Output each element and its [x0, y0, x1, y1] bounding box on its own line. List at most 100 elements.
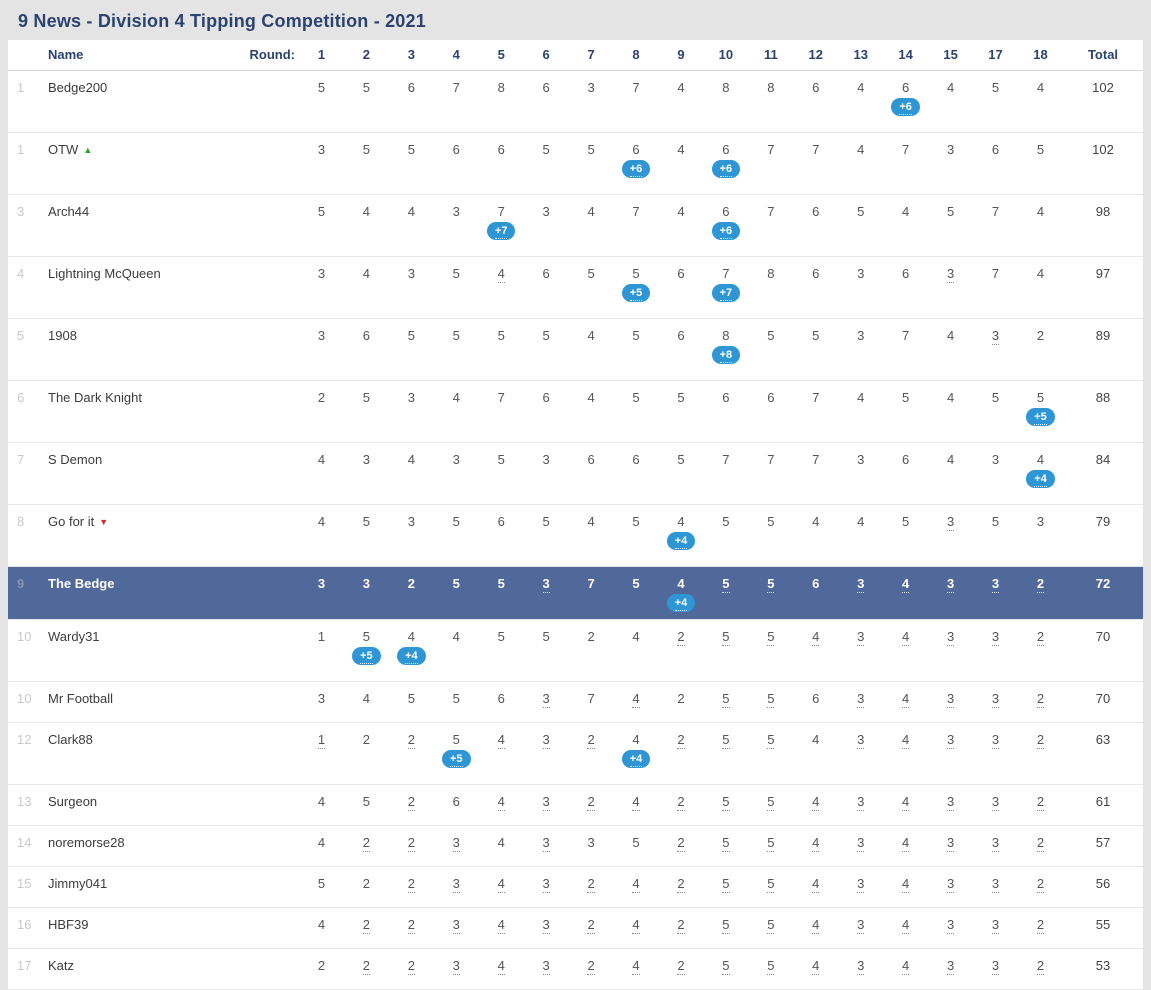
- score-value[interactable]: 2: [587, 732, 595, 749]
- score-value[interactable]: 2: [677, 794, 685, 811]
- score-value[interactable]: 3: [946, 514, 955, 531]
- score-value[interactable]: 2: [1036, 876, 1045, 893]
- score-value[interactable]: 4: [902, 958, 910, 975]
- score-value[interactable]: 3: [946, 958, 955, 975]
- score-value[interactable]: 3: [991, 876, 1000, 893]
- score-value[interactable]: 4: [812, 958, 820, 975]
- score-value[interactable]: 3: [857, 876, 865, 893]
- score-value[interactable]: 5: [767, 576, 775, 593]
- score-value[interactable]: 3: [946, 732, 955, 749]
- score-value[interactable]: 2: [587, 917, 595, 934]
- bonus-badge[interactable]: +6: [711, 160, 741, 178]
- score-value[interactable]: 2: [677, 876, 685, 893]
- score-value[interactable]: 3: [857, 691, 865, 708]
- score-value[interactable]: 2: [407, 917, 415, 934]
- score-value[interactable]: 4: [632, 876, 640, 893]
- score-value[interactable]: 3: [542, 732, 550, 749]
- score-value[interactable]: 2: [677, 835, 685, 852]
- score-value[interactable]: 5: [767, 835, 775, 852]
- score-value[interactable]: 4: [632, 794, 640, 811]
- score-value[interactable]: 4: [497, 958, 505, 975]
- score-value[interactable]: 3: [542, 576, 550, 593]
- score-value[interactable]: 5: [722, 732, 730, 749]
- score-value[interactable]: 2: [1036, 917, 1045, 934]
- score-value[interactable]: 3: [542, 835, 550, 852]
- score-value[interactable]: 3: [857, 835, 865, 852]
- bonus-badge[interactable]: +5: [442, 750, 471, 768]
- score-value[interactable]: 4: [812, 629, 820, 646]
- score-value[interactable]: 4: [497, 266, 505, 283]
- score-value[interactable]: 3: [542, 691, 550, 708]
- bonus-badge[interactable]: +4: [666, 532, 696, 550]
- score-value[interactable]: 4: [812, 876, 820, 893]
- score-value[interactable]: 2: [1036, 576, 1045, 593]
- score-value[interactable]: 4: [902, 732, 910, 749]
- score-value[interactable]: 3: [946, 266, 955, 283]
- score-value[interactable]: 2: [407, 876, 415, 893]
- score-value[interactable]: 1: [317, 732, 326, 749]
- score-value[interactable]: 3: [946, 917, 955, 934]
- score-value[interactable]: 2: [587, 794, 595, 811]
- score-value[interactable]: 3: [857, 576, 865, 593]
- score-value[interactable]: 3: [991, 691, 1000, 708]
- score-value[interactable]: 4: [902, 835, 910, 852]
- bonus-badge[interactable]: +6: [891, 98, 920, 116]
- score-value[interactable]: 3: [991, 958, 1000, 975]
- score-value[interactable]: 2: [1036, 691, 1045, 708]
- score-value[interactable]: 4: [497, 732, 505, 749]
- score-value[interactable]: 5: [722, 835, 730, 852]
- score-value[interactable]: 3: [946, 629, 955, 646]
- score-value[interactable]: 4: [902, 629, 910, 646]
- score-value[interactable]: 2: [1036, 732, 1045, 749]
- score-value[interactable]: 2: [1036, 958, 1045, 975]
- score-value[interactable]: 5: [767, 876, 775, 893]
- score-value[interactable]: 3: [946, 691, 955, 708]
- score-value[interactable]: 3: [542, 794, 550, 811]
- bonus-badge[interactable]: +5: [621, 284, 651, 302]
- score-value[interactable]: 5: [767, 629, 775, 646]
- score-value[interactable]: 2: [407, 732, 415, 749]
- score-value[interactable]: 3: [542, 876, 550, 893]
- bonus-badge[interactable]: +7: [486, 222, 516, 240]
- bonus-badge[interactable]: +4: [621, 750, 651, 768]
- bonus-badge[interactable]: +4: [397, 647, 426, 665]
- score-value[interactable]: 5: [722, 917, 730, 934]
- score-value[interactable]: 2: [587, 958, 595, 975]
- bonus-badge[interactable]: +4: [666, 594, 696, 612]
- score-value[interactable]: 5: [722, 629, 730, 646]
- score-value[interactable]: 4: [497, 917, 505, 934]
- score-value[interactable]: 5: [767, 794, 775, 811]
- score-value[interactable]: 4: [497, 794, 505, 811]
- score-value[interactable]: 3: [542, 917, 550, 934]
- score-value[interactable]: 5: [767, 958, 775, 975]
- score-value[interactable]: 4: [812, 794, 820, 811]
- bonus-badge[interactable]: +5: [1026, 408, 1055, 426]
- score-value[interactable]: 3: [452, 917, 460, 934]
- score-value[interactable]: 3: [542, 958, 550, 975]
- score-value[interactable]: 3: [946, 876, 955, 893]
- score-value[interactable]: 3: [991, 835, 1000, 852]
- score-value[interactable]: 2: [677, 958, 685, 975]
- score-value[interactable]: 4: [902, 691, 910, 708]
- score-value[interactable]: 4: [902, 876, 910, 893]
- score-value[interactable]: 5: [722, 958, 730, 975]
- score-value[interactable]: 3: [857, 732, 865, 749]
- bonus-badge[interactable]: +6: [621, 160, 651, 178]
- bonus-badge[interactable]: +8: [711, 346, 741, 364]
- score-value[interactable]: 2: [362, 835, 371, 852]
- score-value[interactable]: 4: [632, 958, 640, 975]
- score-value[interactable]: 5: [722, 691, 730, 708]
- score-value[interactable]: 4: [902, 576, 910, 593]
- score-value[interactable]: 3: [991, 328, 1000, 345]
- score-value[interactable]: 3: [991, 917, 1000, 934]
- score-value[interactable]: 3: [946, 835, 955, 852]
- score-value[interactable]: 4: [632, 691, 640, 708]
- score-value[interactable]: 5: [767, 732, 775, 749]
- score-value[interactable]: 5: [722, 794, 730, 811]
- score-value[interactable]: 2: [407, 958, 415, 975]
- score-value[interactable]: 3: [452, 958, 460, 975]
- score-value[interactable]: 2: [677, 629, 685, 646]
- score-value[interactable]: 2: [407, 835, 415, 852]
- bonus-badge[interactable]: +6: [711, 222, 741, 240]
- score-value[interactable]: 4: [902, 794, 910, 811]
